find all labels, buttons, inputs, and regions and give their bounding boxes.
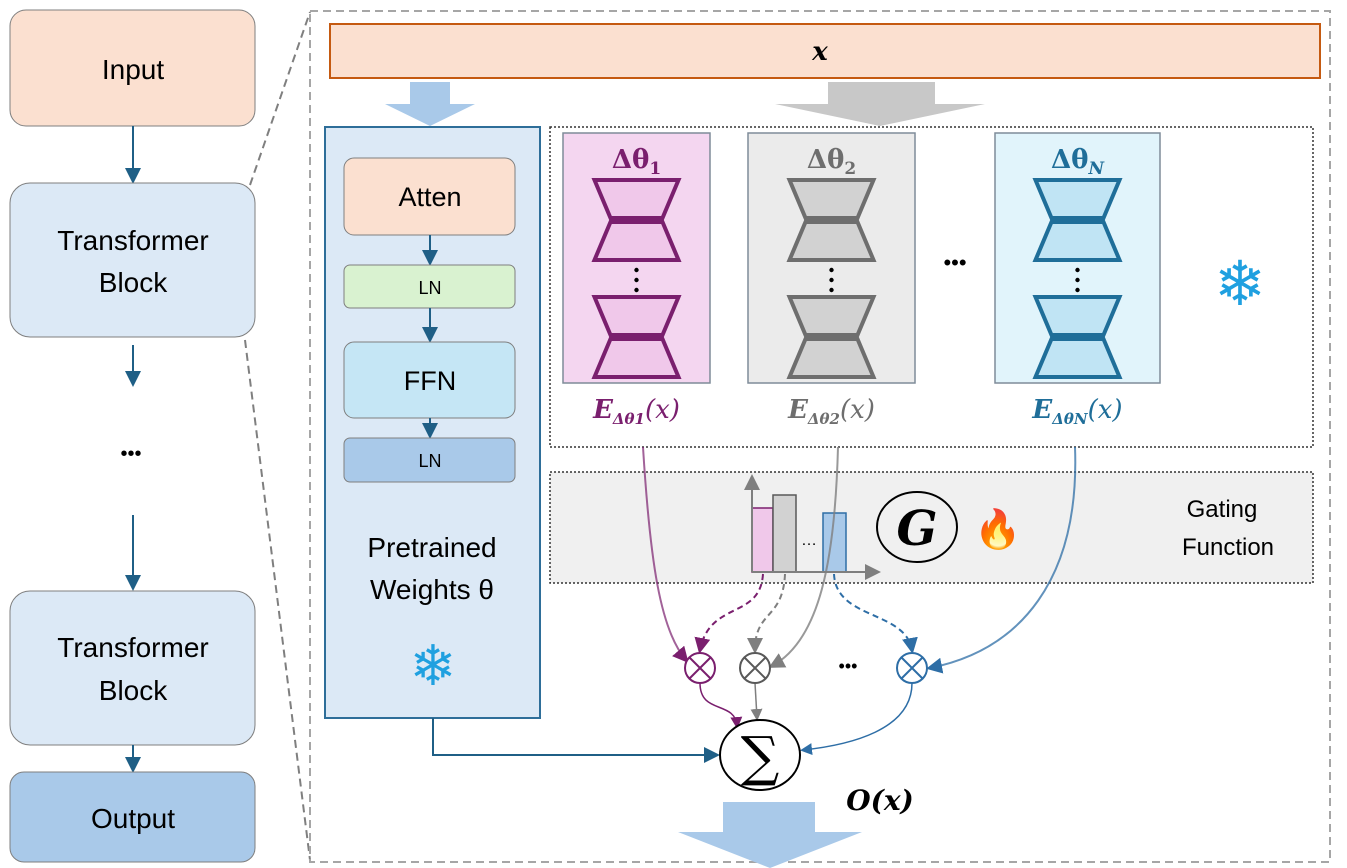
expert-output-arg: (x) (1088, 395, 1123, 425)
down-arrow-experts (775, 82, 985, 126)
fire-icon: 🔥 (974, 507, 1021, 551)
adapter-layer-icon (786, 337, 877, 379)
expert-title-subscript: N (1087, 159, 1105, 179)
expert-title-subscript: 2 (844, 159, 856, 179)
gating-symbol: G (897, 501, 938, 557)
expert-output-symbol: E (787, 395, 809, 425)
multiply-node-2 (739, 652, 771, 684)
gating-region (549, 471, 1314, 584)
vertical-ellipsis-dot (829, 277, 834, 283)
vertical-ellipsis-dot (1075, 277, 1080, 283)
gating-label-2: Function (1182, 534, 1274, 561)
output-label: Output (91, 803, 175, 834)
zoom-line (244, 339, 311, 861)
atten-label: Atten (398, 182, 461, 212)
adapter-layer-icon (786, 178, 877, 220)
sum-symbol: ∑ (741, 725, 780, 788)
expert-title: ΔθN (1051, 145, 1106, 179)
multiply-ellipsis: ••• (839, 656, 858, 676)
expert-output-subscript: Δθ2 (807, 410, 840, 428)
vertical-ellipsis-dot (1075, 287, 1080, 293)
expert-output-subscript: Δθ1 (612, 410, 645, 428)
gate-bar-ellipsis: … (801, 532, 817, 549)
vertical-ellipsis-dot (634, 277, 639, 283)
adapter-layer-icon (786, 220, 877, 262)
expert-output-symbol: E (592, 395, 614, 425)
vertical-ellipsis-dot (1075, 267, 1080, 273)
adapter-layer-icon (591, 337, 682, 379)
ffn-label: FFN (404, 366, 456, 396)
pretrained-title-2: Weights θ (370, 574, 494, 605)
transformer-block-1-label: Transformer (57, 225, 208, 256)
adapter-layer-icon (786, 295, 877, 337)
adapter-layer-icon (1032, 337, 1123, 379)
adapter-layer-icon (1032, 295, 1123, 337)
multiply-node-1 (684, 652, 716, 684)
expert-output-subscript: ΔθN (1051, 410, 1089, 428)
left-column: Input Transformer Block ••• Transformer … (9, 9, 256, 863)
experts-ellipsis: ••• (943, 250, 966, 275)
adapter-layer-icon (591, 295, 682, 337)
gating-label: Gating (1187, 496, 1258, 523)
vertical-ellipsis-dot (829, 267, 834, 273)
pretrained-panel: Atten LN FFN LN Pretrained Weights θ ❄ (324, 126, 541, 719)
gate-bar-n (822, 512, 847, 573)
transformer-block-1-label-2: Block (99, 267, 168, 298)
vertical-ellipsis-dot (634, 267, 639, 273)
transformer-block-2-label-2: Block (99, 675, 168, 706)
snowflake-icon: ❄ (1214, 250, 1266, 319)
ln-block-2 (343, 437, 516, 483)
ln-label-2: LN (418, 451, 441, 471)
expert-output-label: EΔθ1(x) (592, 395, 680, 428)
input-x-label: x (811, 37, 828, 67)
vertical-ellipsis-dot (634, 287, 639, 293)
expert-output-label: EΔθN(x) (1031, 395, 1122, 428)
adapter-layer-icon (1032, 178, 1123, 220)
snowflake-icon: ❄ (410, 634, 457, 697)
connections (432, 446, 1077, 763)
transformer-block-2 (9, 590, 256, 746)
vertical-ellipsis-dot (829, 287, 834, 293)
expert-output-arg: (x) (645, 395, 680, 425)
detail-frame (309, 10, 1331, 863)
gating-function-node (876, 491, 958, 563)
adapter-layer-icon (591, 178, 682, 220)
expert-title-subscript: 1 (649, 159, 661, 179)
down-arrow-pretrained (385, 82, 475, 126)
transformer-block-2-label: Transformer (57, 632, 208, 663)
input-label: Input (102, 54, 164, 85)
ln-label-1: LN (418, 278, 441, 298)
input-x-bar (329, 23, 1321, 79)
gate-bar-1 (751, 507, 774, 573)
adapter-layer-icon (591, 220, 682, 262)
experts-region (549, 126, 1314, 448)
multiply-node-n (896, 652, 928, 684)
gate-weights-bar-chart: … (744, 474, 881, 580)
expert-output-symbol: E (1031, 395, 1053, 425)
zoom-line (249, 11, 311, 186)
output-box (9, 771, 256, 863)
down-arrow-output (678, 802, 862, 868)
sum-node (719, 719, 801, 791)
expert-output-label: EΔθ2(x) (787, 395, 875, 428)
adapter-layer-icon (1032, 220, 1123, 262)
output-o-label: O(x) (846, 784, 914, 817)
pretrained-title: Pretrained (367, 532, 496, 563)
expert-output-arg: (x) (840, 395, 875, 425)
gate-bar-2 (772, 494, 797, 573)
ellipsis: ••• (120, 443, 141, 465)
transformer-block-1 (9, 182, 256, 338)
